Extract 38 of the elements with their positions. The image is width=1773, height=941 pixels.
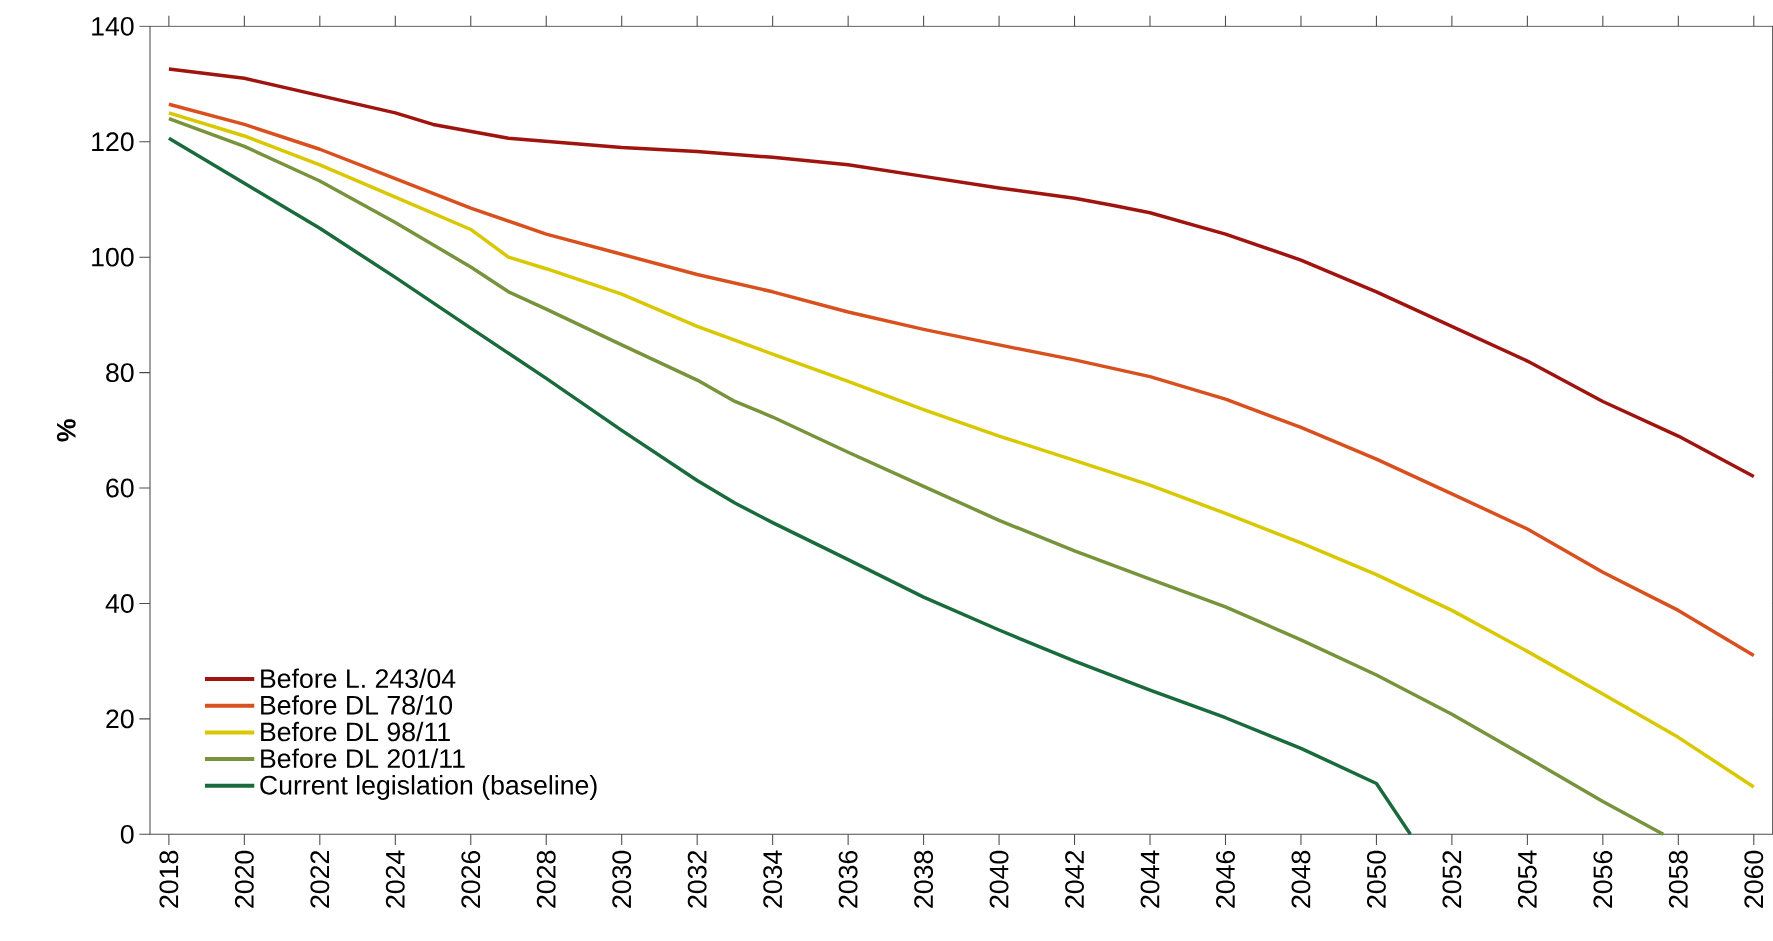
y-tick-label: 20	[106, 709, 134, 729]
x-tick-label: 2024	[385, 850, 405, 908]
line-series	[167, 136, 1413, 837]
x-tick-label: 2056	[1593, 850, 1613, 908]
y-tick-label: 0	[120, 824, 134, 844]
x-tick-label: 2020	[234, 850, 254, 908]
x-tick-label: 2052	[1442, 851, 1462, 908]
x-tick-label: 2028	[536, 850, 556, 908]
y-tick-label: 100	[92, 247, 134, 267]
x-tick-label: 2042	[1065, 851, 1084, 908]
x-tick-label: 2032	[687, 851, 707, 908]
x-tick-label: 2058	[1668, 850, 1688, 908]
line-series	[167, 102, 1756, 658]
y-axis-title: %	[56, 419, 76, 442]
y-tick-label: 40	[105, 594, 134, 613]
y-tick-label: 80	[106, 363, 134, 383]
legend-label: Before L. 243/04	[261, 668, 456, 689]
legend-label: Before DL 78/10	[261, 695, 453, 715]
x-tick-label: 2040	[989, 850, 1009, 908]
x-tick-label: 2046	[1216, 850, 1235, 908]
y-tick-label: 140	[92, 16, 134, 36]
x-tick-label: 2048	[1291, 850, 1311, 908]
x-tick-label: 2044	[1140, 850, 1160, 908]
x-tick-label: 2060	[1744, 850, 1764, 908]
x-tick-label: 2018	[159, 850, 179, 908]
x-tick-label: 2054	[1517, 850, 1537, 908]
x-tick-label: 2022	[310, 851, 330, 908]
x-tick-label: 2026	[461, 850, 481, 908]
legend-label: Current legislation (baseline)	[260, 775, 597, 800]
x-tick-label: 2050	[1367, 850, 1386, 908]
y-tick-label: 120	[92, 132, 134, 152]
x-tick-label: 2038	[914, 850, 934, 908]
y-tick-label: 60	[106, 478, 134, 498]
legend-label: Before DL 201/11	[261, 748, 465, 768]
x-tick-label: 2036	[838, 850, 858, 908]
x-tick-label: 2034	[763, 850, 783, 908]
legend-label: Before DL 98/11	[261, 721, 450, 742]
x-tick-label: 2030	[612, 850, 632, 908]
